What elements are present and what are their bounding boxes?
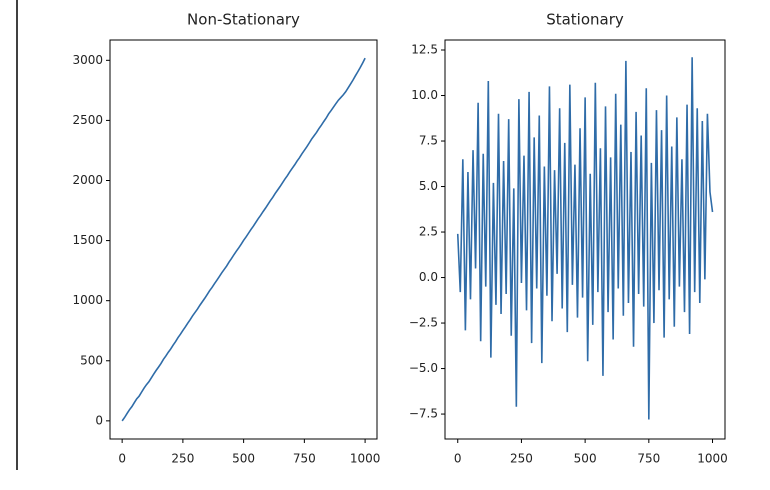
x-tick-label: 250	[510, 452, 533, 466]
x-tick-label: 0	[454, 452, 462, 466]
subplot-title: Stationary	[546, 11, 624, 29]
y-tick-label: 10.0	[411, 88, 438, 102]
x-tick-label: 750	[637, 452, 660, 466]
line	[456, 57, 714, 420]
line	[121, 57, 366, 422]
y-tick-label: 2500	[72, 113, 103, 127]
y-tick-label: 3000	[72, 53, 103, 67]
subplot-title: Non-Stationary	[187, 11, 300, 29]
y-tick-label: 1000	[72, 293, 103, 307]
axes-frame	[109, 39, 378, 440]
y-tick-label: 0.0	[419, 270, 438, 284]
y-tick-label: 2000	[72, 173, 103, 187]
y-tick-label: 5.0	[419, 179, 438, 193]
x-tick-label: 1000	[350, 452, 381, 466]
y-tick-label: 7.5	[419, 134, 438, 148]
y-tick-label: 1500	[72, 233, 103, 247]
y-tick-label: 2.5	[419, 225, 438, 239]
y-tick-label: 0	[95, 413, 103, 427]
x-tick-label: 1000	[697, 452, 728, 466]
y-tick-label: −5.0	[409, 361, 438, 375]
y-tick-label: 500	[80, 353, 103, 367]
x-tick-label: 500	[232, 452, 255, 466]
x-tick-label: 0	[118, 452, 126, 466]
axes-frame	[444, 39, 726, 440]
x-tick-label: 750	[293, 452, 316, 466]
y-tick-label: −7.5	[409, 407, 438, 421]
x-tick-label: 250	[171, 452, 194, 466]
y-tick-label: 12.5	[411, 43, 438, 57]
x-tick-label: 500	[574, 452, 597, 466]
y-tick-label: −2.5	[409, 316, 438, 330]
